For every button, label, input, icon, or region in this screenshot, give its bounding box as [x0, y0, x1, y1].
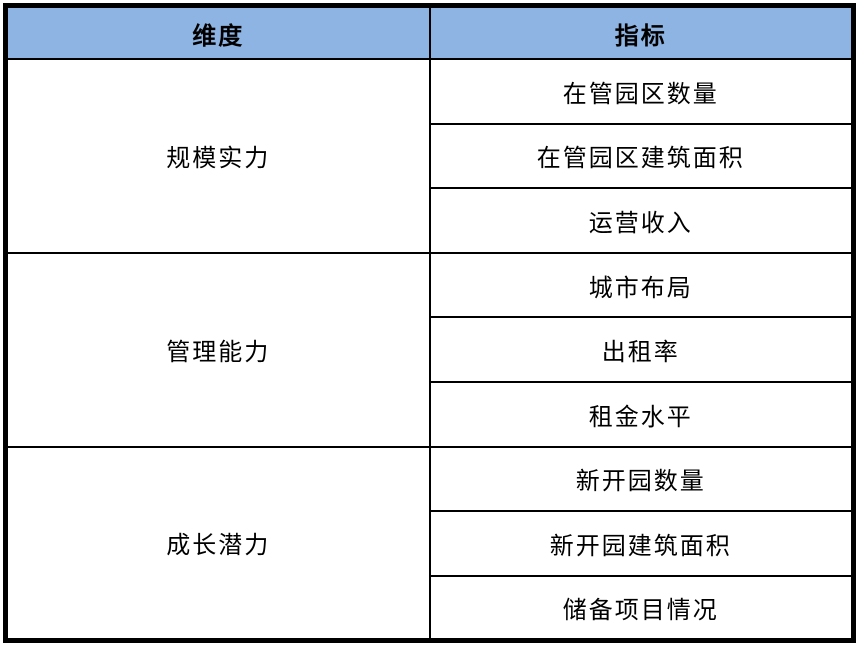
dimension-indicator-table: 维度 指标 规模实力 在管园区数量 在管园区建筑面积 运营收入 管理能力 城市布… [3, 3, 856, 643]
indicator-cell: 新开园建筑面积 [428, 510, 855, 577]
dimension-cell-management-capability: 管理能力 [4, 251, 431, 448]
indicator-cell: 租金水平 [428, 381, 855, 448]
table-row: 成长潜力 新开园数量 [4, 445, 855, 642]
table-row: 运营收入 [6, 187, 855, 254]
dimension-cell-growth-potential: 成长潜力 [4, 445, 431, 642]
indicator-cell: 出租率 [428, 316, 855, 384]
header-row: 维度 指标 [4, 4, 855, 60]
table-row: 出租率 [6, 316, 855, 384]
header-cell-dimension: 维度 [4, 4, 431, 60]
indicator-cell: 运营收入 [428, 187, 855, 254]
table-row: 新开园建筑面积 [6, 510, 855, 577]
indicator-cell: 储备项目情况 [428, 574, 855, 642]
indicator-cell: 城市布局 [428, 251, 855, 319]
header-cell-indicator: 指标 [428, 4, 855, 60]
dimension-cell-scale-strength: 规模实力 [4, 58, 431, 254]
indicator-cell: 在管园区数量 [428, 58, 855, 125]
table-row: 规模实力 在管园区数量 [4, 58, 855, 254]
table-header: 维度 指标 [4, 4, 855, 60]
indicator-cell: 在管园区建筑面积 [428, 122, 855, 190]
table-row: 管理能力 城市布局 [4, 251, 855, 448]
table-body: 规模实力 在管园区数量 在管园区建筑面积 运营收入 管理能力 城市布局 出租率 … [4, 58, 855, 642]
indicator-cell: 新开园数量 [428, 445, 855, 513]
table-row: 储备项目情况 [6, 574, 855, 642]
table-row: 租金水平 [6, 381, 855, 448]
table-row: 在管园区建筑面积 [6, 122, 855, 190]
